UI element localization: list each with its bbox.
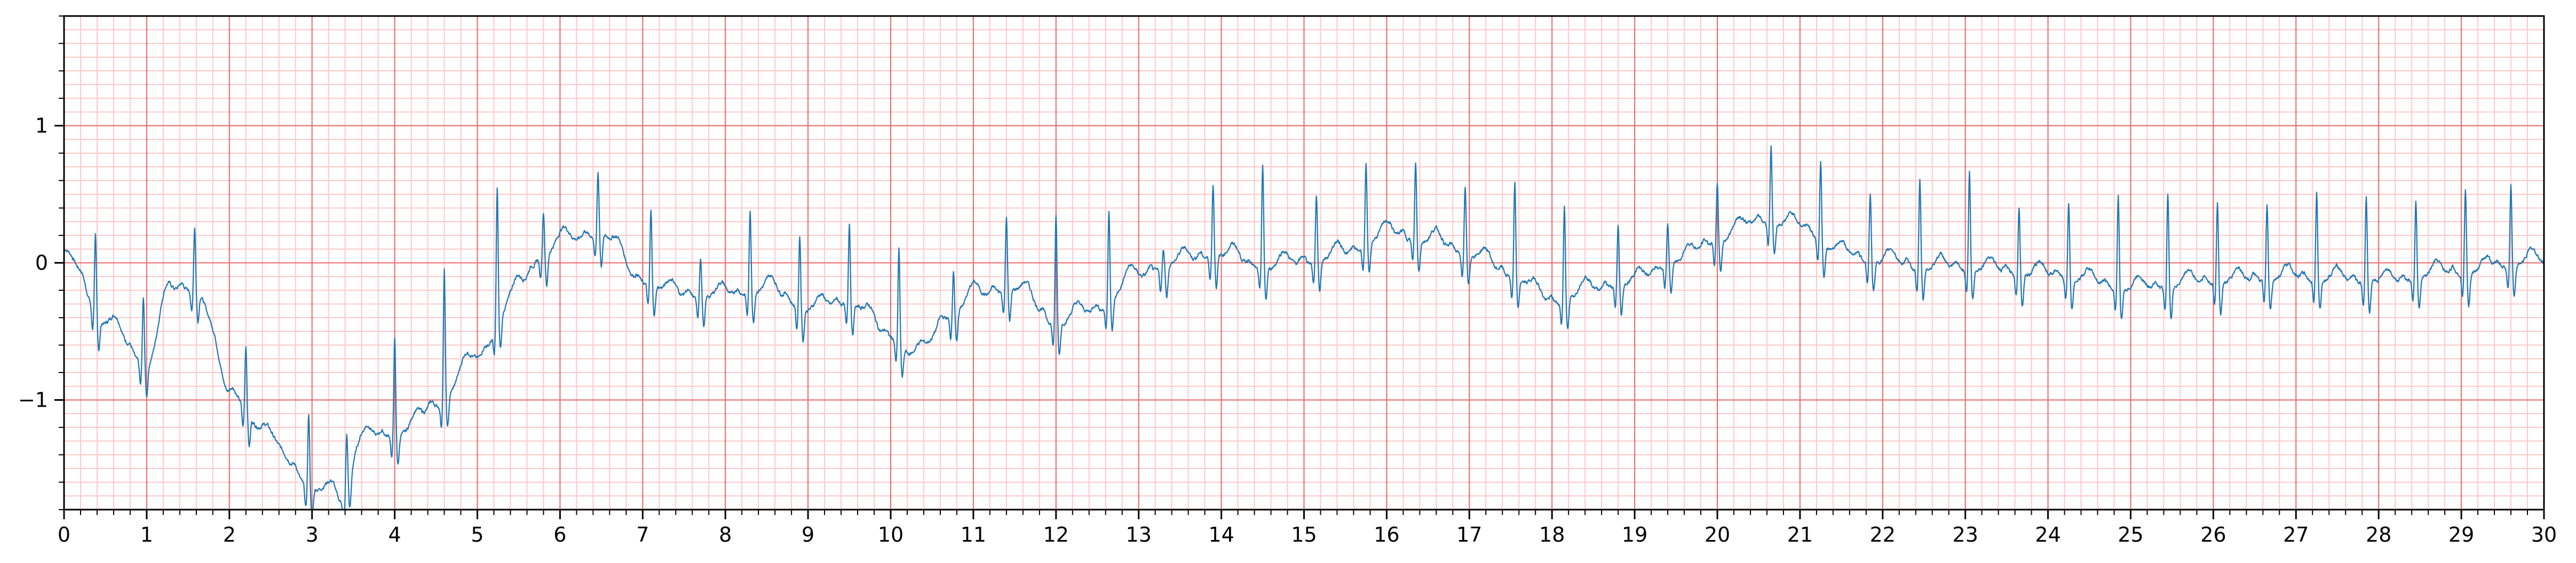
x-tick-label: 9 xyxy=(802,523,814,546)
x-tick-label: 23 xyxy=(1953,523,1978,546)
x-tick-label: 15 xyxy=(1291,523,1317,546)
x-tick-label: 10 xyxy=(878,523,903,546)
x-tick-label: 21 xyxy=(1787,523,1813,546)
x-tick-label: 16 xyxy=(1374,523,1399,546)
x-tick-label: 2 xyxy=(223,523,236,546)
x-tick-label: 8 xyxy=(719,523,732,546)
x-tick-label: 0 xyxy=(58,523,70,546)
x-tick-label: 29 xyxy=(2448,523,2474,546)
x-tick-label: 11 xyxy=(961,523,986,546)
x-tick-label: 17 xyxy=(1456,523,1482,546)
y-tick-label: 0 xyxy=(35,251,48,275)
x-tick-label: 22 xyxy=(1870,523,1896,546)
x-tick-label: 20 xyxy=(1705,523,1730,546)
x-tick-label: 25 xyxy=(2118,523,2143,546)
x-axis: 0 1 2 3 4 5 6 7 8 9 10 11 12 13 14 15 16 17 18 19 20 21 22 23 24… xyxy=(58,510,2557,546)
x-tick-label: 6 xyxy=(553,523,566,546)
y-axis: −1 0 1 xyxy=(18,15,64,510)
x-tick-label: 7 xyxy=(636,523,649,546)
x-tick-label: 12 xyxy=(1043,523,1069,546)
x-tick-label: 18 xyxy=(1539,523,1565,546)
y-tick-label: 1 xyxy=(35,114,48,138)
x-tick-label: 4 xyxy=(389,523,401,546)
x-tick-label: 28 xyxy=(2366,523,2391,546)
x-tick-label: 1 xyxy=(140,523,153,546)
x-tick-label: 19 xyxy=(1622,523,1647,546)
x-tick-label: 27 xyxy=(2283,523,2309,546)
x-tick-label: 24 xyxy=(2035,523,2060,546)
x-tick-label: 13 xyxy=(1126,523,1152,546)
x-tick-label: 26 xyxy=(2200,523,2226,546)
x-tick-label: 30 xyxy=(2531,523,2557,546)
x-tick-label: 3 xyxy=(306,523,319,546)
x-tick-label: 14 xyxy=(1208,523,1234,546)
y-tick-label: −1 xyxy=(18,388,48,411)
x-tick-label: 5 xyxy=(471,523,484,546)
ecg-trace xyxy=(64,145,2545,511)
